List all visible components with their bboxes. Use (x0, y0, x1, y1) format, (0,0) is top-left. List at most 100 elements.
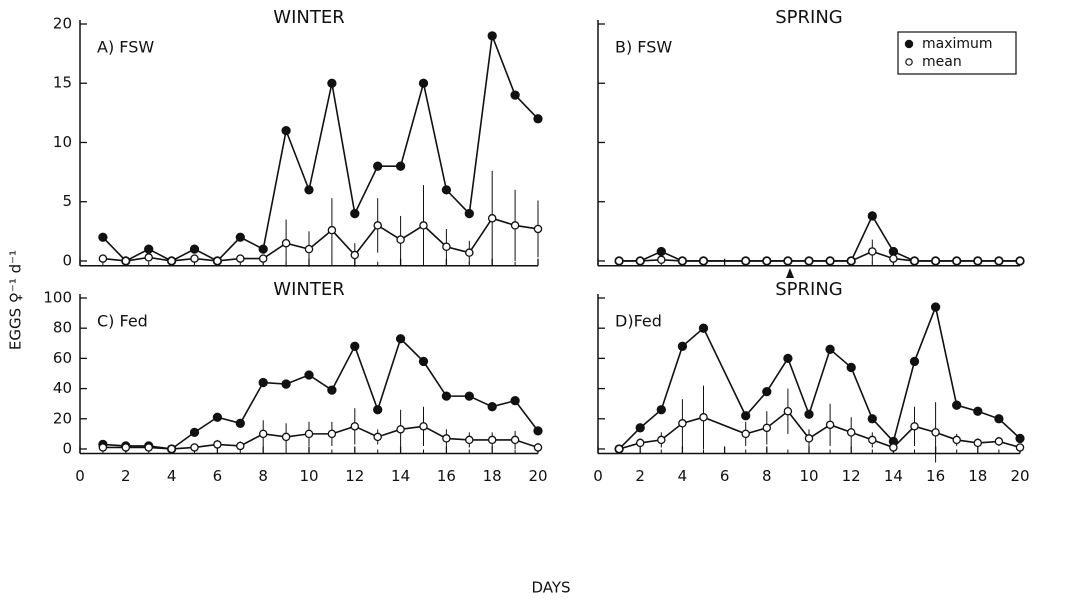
mean-point (635, 256, 645, 266)
mean-point (868, 247, 877, 256)
x-tick-label: 18 (483, 467, 502, 485)
mean-point (699, 256, 708, 266)
mean-point (846, 256, 856, 266)
mean-point (994, 256, 1004, 266)
y-tick-label: 20 (53, 15, 72, 33)
mean-point (931, 256, 940, 266)
max-point (395, 334, 406, 344)
mean-point (144, 253, 153, 262)
x-tick-label: 16 (926, 467, 945, 485)
max-point (373, 405, 383, 415)
x-tick-label: 2 (635, 467, 645, 485)
series-line (102, 35, 539, 262)
y-tick-label: 0 (62, 439, 72, 457)
x-tick-label: 20 (1010, 467, 1029, 485)
mean-point (419, 422, 428, 431)
max-point (487, 31, 497, 41)
max-point (441, 185, 452, 195)
panel-title: WINTER (273, 279, 344, 300)
max-point (304, 370, 314, 380)
panel-label: D)Fed (615, 312, 662, 331)
panel-title: WINTER (273, 7, 344, 28)
mean-point (804, 256, 814, 266)
mean-point (533, 224, 543, 234)
max-point (804, 409, 814, 419)
max-point (304, 185, 314, 195)
mean-point (121, 443, 131, 452)
mean-point (304, 244, 314, 254)
max-point (698, 323, 709, 333)
x-tick-label: 4 (678, 467, 688, 485)
legend-marker (904, 39, 914, 49)
mean-point (910, 422, 919, 431)
mean-point (825, 256, 835, 266)
x-tick-label: 6 (213, 467, 223, 485)
mean-point (258, 429, 268, 439)
max-point (533, 426, 543, 436)
mean-point (762, 256, 772, 266)
max-point (395, 161, 406, 171)
max-point (846, 362, 856, 373)
x-tick-label: 16 (437, 467, 456, 485)
mean-point (396, 235, 405, 244)
y-tick-label: 15 (53, 74, 72, 92)
x-tick-label: 14 (884, 467, 903, 485)
max-point (867, 414, 877, 424)
y-tick-label: 0 (62, 251, 72, 269)
max-point (656, 246, 666, 257)
max-point (281, 125, 291, 136)
mean-point (741, 429, 750, 439)
x-tick-label: 14 (391, 467, 410, 485)
legend-box (897, 31, 1017, 75)
mean-point (350, 250, 360, 260)
mean-point (442, 434, 451, 443)
mean-point (373, 221, 382, 230)
mean-point (304, 429, 314, 439)
mean-point (442, 242, 451, 251)
mean-point (327, 429, 337, 439)
max-point (418, 356, 429, 367)
x-tick-label: 0 (593, 467, 603, 485)
mean-point (510, 221, 520, 230)
y-tick-label: 80 (53, 319, 72, 337)
mean-point (614, 256, 624, 266)
max-point (952, 400, 962, 410)
max-point (783, 353, 793, 364)
series-line (618, 410, 1021, 450)
x-tick-label: 10 (299, 467, 318, 485)
max-point (510, 90, 520, 100)
legend-label: mean (922, 54, 962, 70)
mean-point (825, 420, 835, 430)
max-point (189, 244, 200, 254)
max-point (327, 78, 337, 88)
mean-point (1015, 256, 1025, 266)
max-point (281, 379, 291, 389)
x-tick-label: 12 (842, 467, 861, 485)
max-point (677, 341, 688, 351)
mean-point (952, 256, 961, 266)
max-point (867, 211, 877, 221)
max-point (98, 232, 108, 242)
mean-point (167, 444, 176, 454)
mean-point (373, 432, 382, 442)
series-line (618, 304, 1021, 450)
mean-point (236, 254, 245, 263)
mean-point (465, 435, 474, 445)
mean-point (510, 435, 520, 445)
max-point (487, 402, 497, 412)
max-point (464, 391, 474, 401)
mean-point (465, 248, 474, 257)
panel-label: A) FSW (97, 38, 154, 57)
y-tick-label: 20 (53, 409, 72, 427)
x-tick-label: 12 (345, 467, 364, 485)
mean-point (973, 438, 983, 448)
y-tick-label: 10 (53, 133, 72, 151)
max-point (464, 208, 474, 219)
mean-point (678, 256, 687, 266)
mean-point (419, 221, 428, 230)
arrow-marker (786, 268, 794, 278)
mean-point (281, 238, 291, 248)
y-tick-label: 60 (53, 349, 72, 367)
max-point (350, 208, 360, 219)
